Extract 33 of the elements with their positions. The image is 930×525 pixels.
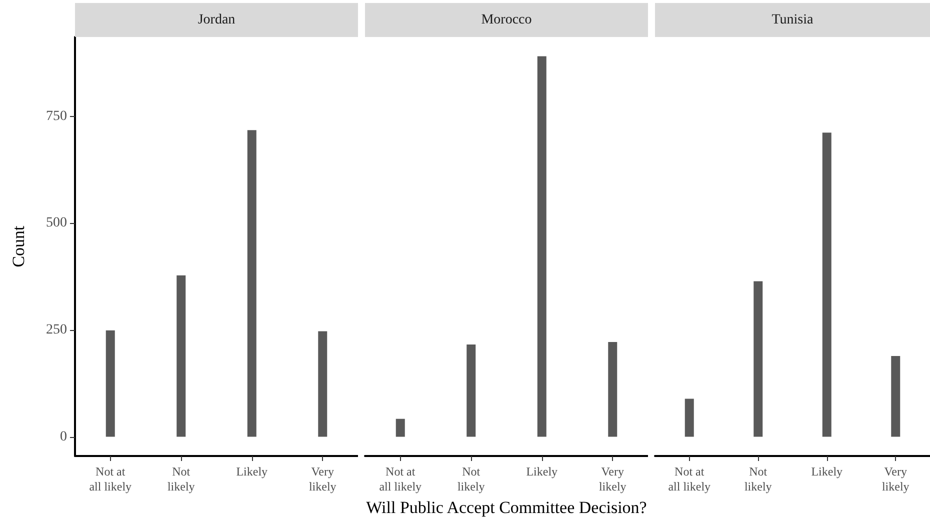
chart-title: Morocco xyxy=(481,12,532,28)
bar xyxy=(608,342,618,437)
x-tick-label: Likely xyxy=(526,464,558,478)
x-tick-label: Not at all likely xyxy=(668,464,711,494)
bar xyxy=(466,344,476,437)
y-axis-title: Count xyxy=(9,225,28,268)
x-tick-label: Likely xyxy=(236,464,268,478)
bar xyxy=(754,281,763,437)
bar xyxy=(822,132,832,437)
bar xyxy=(106,330,115,437)
bar xyxy=(318,331,328,437)
y-tick-label: 500 xyxy=(46,216,67,231)
x-tick-label: Not at all likely xyxy=(379,464,422,494)
chart-title: Jordan xyxy=(198,12,236,28)
bar xyxy=(176,275,186,437)
x-tick-label: Very likely xyxy=(308,464,336,494)
chart-title: Tunisia xyxy=(772,12,814,28)
x-axis-title: Will Public Accept Committee Decision? xyxy=(366,498,647,517)
x-tick-label: Not likely xyxy=(457,464,485,494)
bar xyxy=(247,130,256,437)
y-tick-label: 750 xyxy=(46,108,67,124)
bar xyxy=(537,56,546,437)
x-tick-label: Very likely xyxy=(598,464,626,494)
bar xyxy=(891,356,900,437)
bar xyxy=(396,418,405,437)
x-tick-label: Not likely xyxy=(167,464,195,494)
x-tick-label: Not at all likely xyxy=(89,464,132,494)
y-tick-label: 250 xyxy=(46,322,67,338)
y-tick-label: 0 xyxy=(60,429,67,444)
x-tick-label: Likely xyxy=(811,464,843,478)
x-tick-label: Very likely xyxy=(882,464,910,494)
bar xyxy=(684,398,694,437)
x-tick-label: Not likely xyxy=(744,464,772,494)
